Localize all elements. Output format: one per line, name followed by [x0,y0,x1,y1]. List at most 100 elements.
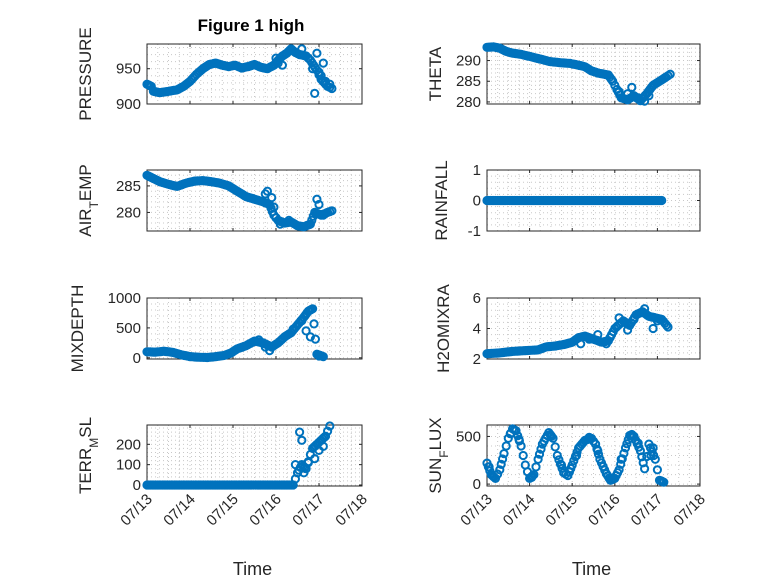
data-point [629,314,639,324]
x-tick-label: 07/16 [246,491,285,530]
data-series [482,304,673,359]
y-tick-label: 0 [133,350,141,367]
x-tick-label: 07/14 [500,491,539,530]
data-point [318,58,328,68]
data-point [652,316,663,326]
x-tick-label: 07/15 [203,491,242,530]
data-point [593,446,603,456]
data-series [482,42,675,106]
x-tick-label: 07/14 [160,491,199,530]
data-point [601,339,611,349]
axes-border [146,169,363,232]
subplot-theta: 280 285 290 THETA [426,42,701,111]
x-tick-label: 07/13 [457,491,496,530]
data-point [327,206,337,216]
y-axis-label: H2OMIXRA [434,283,453,372]
data-point [550,442,560,452]
data-point [305,332,315,342]
data-point [514,434,524,444]
data-point [640,96,650,106]
data-point [309,319,319,329]
axes-frame [146,43,363,105]
data-series [142,421,335,490]
data-point [275,219,285,229]
data-point [571,450,582,461]
y-tick-label: 900 [116,96,141,113]
y-tick-label: 4 [473,321,481,338]
data-point [488,471,498,482]
x-tick-label: 07/17 [628,491,667,530]
data-point [495,465,505,475]
data-point [303,53,313,63]
data-point [614,465,624,475]
y-axis-label: PRESSURE [76,27,95,121]
data-point [648,323,658,334]
data-point [269,202,279,212]
data-point [533,454,543,464]
subplot-rainfall: -1 0 1 RAINFALL [432,160,701,241]
data-point [616,459,626,469]
data-point [614,87,624,97]
data-point [320,431,331,441]
data-point [644,91,654,101]
data-point [290,460,300,470]
data-point [267,193,277,203]
data-point [325,79,335,89]
data-point [271,53,281,63]
y-tick-label: 6 [473,290,481,307]
y-axis-label: THETA [426,46,445,101]
x-axis-label: Time [233,559,272,579]
subplot-terr_msl: 07/13 07/14 07/15 07/16 07/17 07/18 0 100 200 TER… [76,417,371,579]
data-point [552,450,562,461]
data-point [288,324,298,334]
data-point [640,304,650,314]
data-point [318,352,328,362]
axes-border [486,43,701,105]
data-point [665,69,675,79]
data-point [501,441,511,451]
subplot-grid: 900 950 PRESSURE 280 285 290 THETA 280 285 AIRTEM… [68,27,709,579]
data-point [648,443,658,453]
data-point [318,441,328,451]
y-tick-label: 0 [133,477,141,494]
data-point [316,71,326,81]
data-point [584,432,594,442]
x-tick-label: 07/18 [332,491,371,530]
y-tick-label: 2 [473,351,481,368]
data-point [325,421,335,431]
data-point [584,334,594,344]
y-axis-label: RAINFALL [432,160,451,240]
y-tick-label: 1 [473,162,481,179]
data-point [593,330,603,340]
data-point [284,215,294,225]
subplot-mixdepth: 0 500 1000 MIXDEPTH [68,285,363,372]
data-point [265,346,275,356]
data-point [620,443,631,453]
data-point [627,429,637,440]
x-tick-label: 07/13 [117,491,156,530]
subplot-air_temp: 280 285 AIRTEMP [76,164,363,237]
data-point [312,48,322,58]
axes-border [486,424,701,487]
axes-frame [146,297,363,360]
y-tick-label: 500 [116,320,141,337]
data-point [576,339,586,349]
y-tick-label: 285 [456,73,481,90]
data-point [301,326,311,336]
data-point [262,186,272,196]
subplot-pressure: 900 950 PRESSURE [76,27,363,121]
data-point [663,322,673,332]
data-point [623,89,633,99]
data-point [640,464,650,474]
y-axis-label: TERRMSL [76,417,101,494]
data-point [652,465,663,475]
data-point [622,439,632,449]
x-tick-label: 07/17 [289,491,328,530]
data-point [318,210,328,220]
data-point [271,213,281,223]
axes-border [146,297,363,360]
data-series [142,304,328,363]
data-point [295,427,305,437]
data-point [310,334,320,344]
